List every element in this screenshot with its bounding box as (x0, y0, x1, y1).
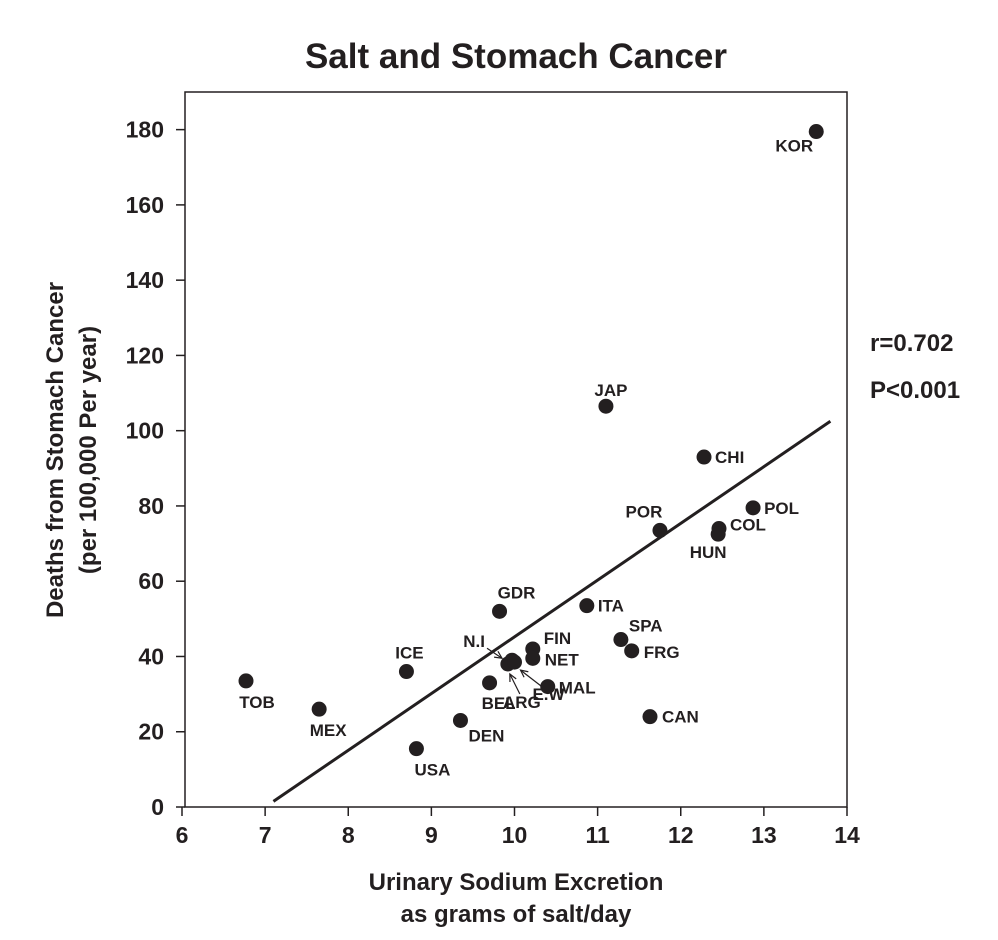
x-tick-label: 10 (502, 822, 528, 848)
point-label-kor: KOR (775, 137, 813, 156)
point-label-usa: USA (414, 761, 450, 780)
y-tick-label: 100 (126, 418, 164, 444)
y-tick-label: 0 (151, 794, 164, 820)
regression-line (272, 420, 832, 803)
x-tick-label: 9 (425, 822, 438, 848)
point-label-ew: E.W (532, 685, 565, 704)
point-label-den: DEN (469, 726, 505, 745)
point-label-mal: MAL (559, 679, 596, 698)
point-label-spa: SPA (629, 617, 663, 636)
point-label-ice: ICE (395, 644, 423, 663)
point-label-por: POR (626, 502, 663, 521)
y-tick-label: 180 (126, 117, 164, 143)
arrow-arg (509, 673, 521, 695)
x-axis-label-line-2: as grams of salt/day (401, 901, 632, 928)
data-point-hun (710, 526, 726, 542)
y-tick-label: 140 (126, 267, 164, 293)
y-tick-label: 20 (138, 719, 164, 745)
point-label-pol: POL (764, 499, 799, 518)
x-tick-label: 13 (751, 822, 777, 848)
point-label-fin: FIN (544, 629, 571, 648)
arrow-e-w-head (519, 669, 529, 678)
data-point-bel (482, 675, 498, 691)
data-points (238, 124, 824, 757)
point-label-net: NET (545, 650, 580, 669)
chart-title: Salt and Stomach Cancer (305, 37, 727, 76)
y-axis-ticks: 0 20 40 60 80 100 120 140 160 180 (126, 117, 185, 820)
y-tick-label: 80 (138, 493, 164, 519)
x-tick-label: 11 (585, 822, 610, 848)
point-label-col: COL (730, 516, 766, 535)
point-label-frg: FRG (644, 643, 680, 662)
data-point-pol (745, 500, 761, 516)
point-label-ita: ITA (598, 597, 624, 616)
label-leader-lines (486, 647, 543, 695)
point-label-bel: BEL (482, 694, 516, 713)
data-point-mal (540, 679, 556, 695)
point-label-tob: TOB (239, 693, 275, 712)
x-tick-label: 12 (668, 822, 694, 848)
data-point-ita (579, 598, 595, 614)
y-tick-label: 60 (138, 568, 164, 594)
data-point-por (652, 522, 668, 538)
data-point-usa (408, 741, 424, 757)
arrow-arg-head (509, 672, 517, 683)
x-axis-ticks: 6 7 8 9 10 11 12 13 14 (176, 807, 860, 848)
data-point-chi (696, 449, 712, 465)
data-point-mex (311, 701, 327, 717)
arrow-n-i (486, 647, 503, 659)
plot-frame (184, 91, 848, 808)
x-tick-label: 8 (342, 822, 355, 848)
data-point-gdr (492, 603, 508, 619)
x-tick-label: 6 (176, 822, 189, 848)
data-point-ew (507, 654, 522, 670)
point-label-gdr: GDR (498, 583, 536, 602)
data-point-jap (598, 398, 614, 414)
x-axis-label-line-1: Urinary Sodium Excretion (369, 869, 664, 896)
correlation-coefficient: r=0.702 (870, 330, 953, 357)
data-point-can (642, 709, 658, 725)
point-label-chi: CHI (715, 448, 744, 467)
x-tick-label: 7 (259, 822, 272, 848)
point-label-can: CAN (662, 708, 699, 727)
data-point-spa (613, 632, 629, 648)
y-axis-label-line-1: Deaths from Stomach Cancer (42, 282, 69, 618)
arrow-e-w (520, 669, 543, 688)
data-point-den (452, 712, 468, 728)
y-axis-label-line-2: (per 100,000 Per year) (75, 326, 102, 574)
data-point-frg (624, 643, 640, 659)
data-point-ice (398, 664, 414, 680)
data-point-tob (238, 673, 254, 689)
point-label-arg: ARG (503, 693, 541, 712)
point-label-hun: HUN (690, 543, 727, 562)
y-tick-label: 160 (126, 192, 164, 218)
point-label-mex: MEX (310, 721, 348, 740)
p-value: P<0.001 (870, 377, 960, 404)
arrow-n-i-head (493, 651, 504, 660)
data-point-kor (808, 124, 824, 140)
y-tick-label: 40 (138, 643, 164, 669)
point-label-jap: JAP (594, 381, 627, 400)
y-tick-label: 120 (126, 342, 164, 368)
data-point-net (525, 650, 541, 666)
point-label-ni: N.I (463, 632, 485, 651)
x-tick-label: 14 (834, 822, 860, 848)
